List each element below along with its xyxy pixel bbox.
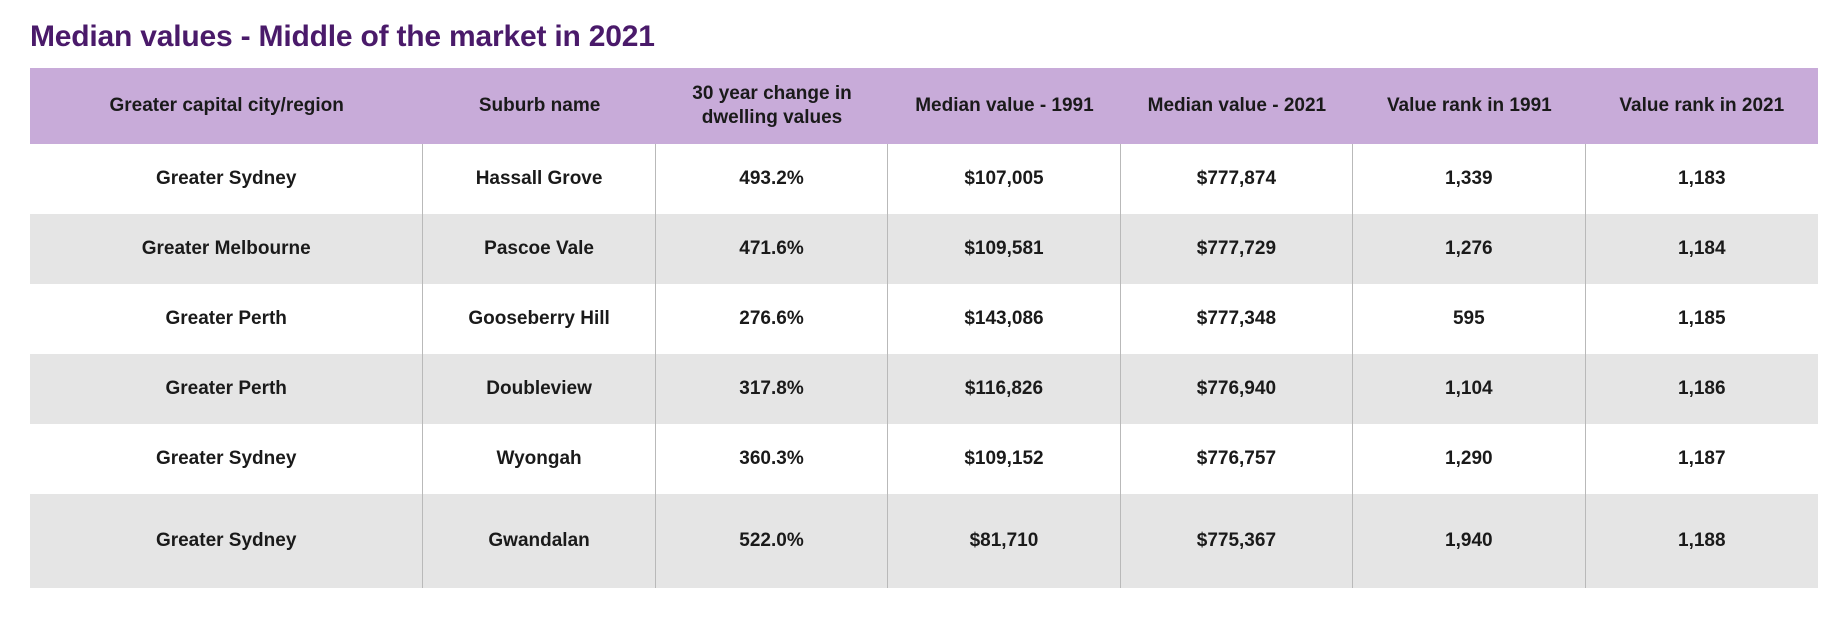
cell-median2021: $776,940 [1121, 354, 1353, 424]
cell-median2021: $777,874 [1121, 144, 1353, 214]
cell-median1991: $109,152 [888, 424, 1120, 494]
cell-suburb: Wyongah [423, 424, 655, 494]
cell-region: Greater Sydney [30, 144, 423, 214]
cell-region: Greater Perth [30, 354, 423, 424]
cell-rank1991: 1,290 [1353, 424, 1585, 494]
col-header-rank2021: Value rank in 2021 [1586, 68, 1818, 144]
median-values-table: Greater capital city/region Suburb name … [30, 68, 1818, 588]
cell-suburb: Gooseberry Hill [423, 284, 655, 354]
cell-rank1991: 1,104 [1353, 354, 1585, 424]
cell-change30y: 276.6% [656, 284, 888, 354]
cell-median2021: $777,348 [1121, 284, 1353, 354]
page-title: Median values - Middle of the market in … [30, 20, 1818, 54]
table-row: Greater Perth Doubleview 317.8% $116,826… [30, 354, 1818, 424]
cell-rank2021: 1,186 [1586, 354, 1818, 424]
col-header-change30y: 30 year change in dwelling values [656, 68, 888, 144]
cell-region: Greater Melbourne [30, 214, 423, 284]
cell-median1991: $109,581 [888, 214, 1120, 284]
cell-rank2021: 1,183 [1586, 144, 1818, 214]
cell-median1991: $81,710 [888, 494, 1120, 588]
cell-rank2021: 1,185 [1586, 284, 1818, 354]
table-row: Greater Melbourne Pascoe Vale 471.6% $10… [30, 214, 1818, 284]
cell-suburb: Gwandalan [423, 494, 655, 588]
table-header-row: Greater capital city/region Suburb name … [30, 68, 1818, 144]
table-row: Greater Perth Gooseberry Hill 276.6% $14… [30, 284, 1818, 354]
cell-rank2021: 1,184 [1586, 214, 1818, 284]
table-row: Greater Sydney Gwandalan 522.0% $81,710 … [30, 494, 1818, 588]
cell-suburb: Doubleview [423, 354, 655, 424]
col-header-suburb: Suburb name [423, 68, 655, 144]
cell-change30y: 360.3% [656, 424, 888, 494]
cell-change30y: 471.6% [656, 214, 888, 284]
cell-region: Greater Sydney [30, 424, 423, 494]
cell-rank1991: 1,276 [1353, 214, 1585, 284]
cell-region: Greater Perth [30, 284, 423, 354]
col-header-region: Greater capital city/region [30, 68, 423, 144]
cell-suburb: Hassall Grove [423, 144, 655, 214]
cell-rank2021: 1,187 [1586, 424, 1818, 494]
col-header-median2021: Median value - 2021 [1121, 68, 1353, 144]
cell-rank2021: 1,188 [1586, 494, 1818, 588]
cell-change30y: 522.0% [656, 494, 888, 588]
cell-change30y: 493.2% [656, 144, 888, 214]
cell-median2021: $777,729 [1121, 214, 1353, 284]
col-header-rank1991: Value rank in 1991 [1353, 68, 1585, 144]
col-header-median1991: Median value - 1991 [888, 68, 1120, 144]
cell-median2021: $775,367 [1121, 494, 1353, 588]
cell-median2021: $776,757 [1121, 424, 1353, 494]
cell-change30y: 317.8% [656, 354, 888, 424]
cell-median1991: $143,086 [888, 284, 1120, 354]
cell-rank1991: 1,339 [1353, 144, 1585, 214]
cell-rank1991: 595 [1353, 284, 1585, 354]
cell-region: Greater Sydney [30, 494, 423, 588]
cell-rank1991: 1,940 [1353, 494, 1585, 588]
table-row: Greater Sydney Hassall Grove 493.2% $107… [30, 144, 1818, 214]
cell-median1991: $107,005 [888, 144, 1120, 214]
cell-median1991: $116,826 [888, 354, 1120, 424]
cell-suburb: Pascoe Vale [423, 214, 655, 284]
table-row: Greater Sydney Wyongah 360.3% $109,152 $… [30, 424, 1818, 494]
